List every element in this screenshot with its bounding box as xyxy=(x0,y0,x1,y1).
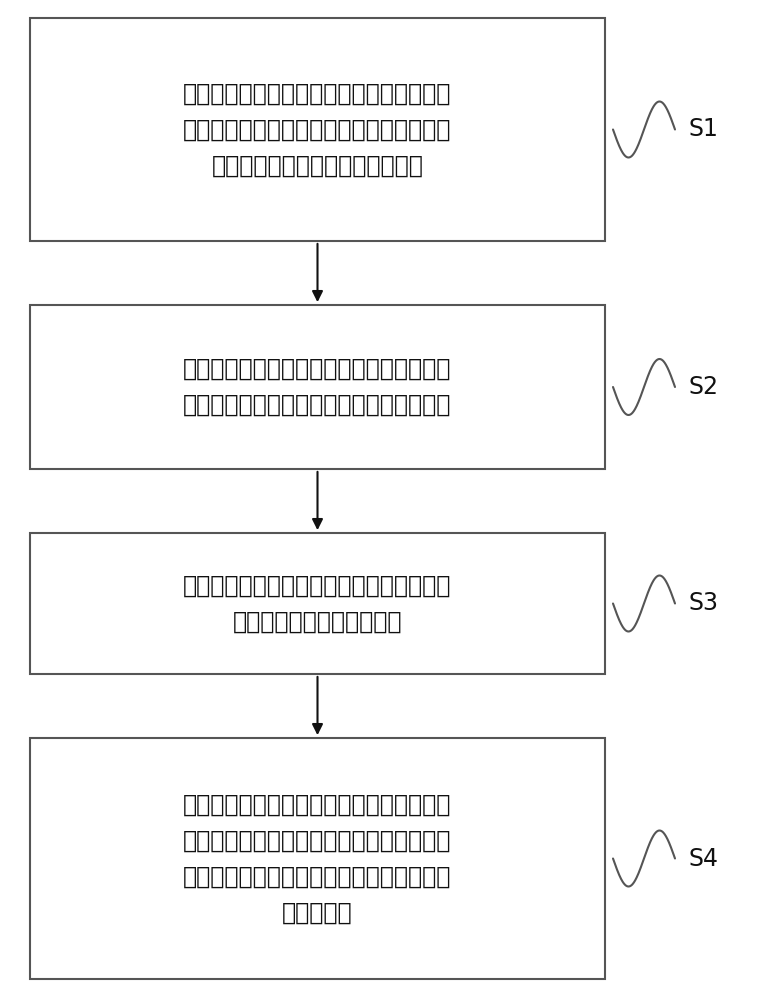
Bar xyxy=(30,18,605,241)
Text: 相干系统接收信号的功率谱密度，分析激光: 相干系统接收信号的功率谱密度，分析激光 xyxy=(183,828,452,852)
Text: 使用得到的相位噪声频域信息，构建任意光: 使用得到的相位噪声频域信息，构建任意光 xyxy=(183,357,452,381)
Text: 能进行分析: 能进行分析 xyxy=(283,900,353,924)
Text: S1: S1 xyxy=(688,117,718,141)
Text: S4: S4 xyxy=(688,846,718,870)
Text: 系统接收信号的相位噪声频域信息: 系统接收信号的相位噪声频域信息 xyxy=(211,153,423,178)
Bar xyxy=(30,533,605,674)
Text: S3: S3 xyxy=(688,591,718,615)
Text: 根据得到的接收信号相位噪声自相关特性，: 根据得到的接收信号相位噪声自相关特性， xyxy=(183,574,452,597)
Bar xyxy=(30,305,605,469)
Text: 根据得到的接收信号的自相关信息，计算光: 根据得到的接收信号的自相关信息，计算光 xyxy=(183,792,452,816)
Text: 计算接收信号的自相关信息: 计算接收信号的自相关信息 xyxy=(233,609,402,634)
Text: 纤延时下，接收信号相位噪声的自相关特性: 纤延时下，接收信号相位噪声的自相关特性 xyxy=(183,393,452,417)
Text: 声谱和频率噪声谱的转换关系，得到光相干: 声谱和频率噪声谱的转换关系，得到光相干 xyxy=(183,117,452,141)
Bar xyxy=(30,738,605,979)
Text: 器频率噪声对光相干系统的影响，对系统性: 器频率噪声对光相干系统的影响，对系统性 xyxy=(183,864,452,888)
Text: S2: S2 xyxy=(688,375,718,399)
Text: 基于激光器频率噪声频域特性，通过相位噪: 基于激光器频率噪声频域特性，通过相位噪 xyxy=(183,82,452,105)
